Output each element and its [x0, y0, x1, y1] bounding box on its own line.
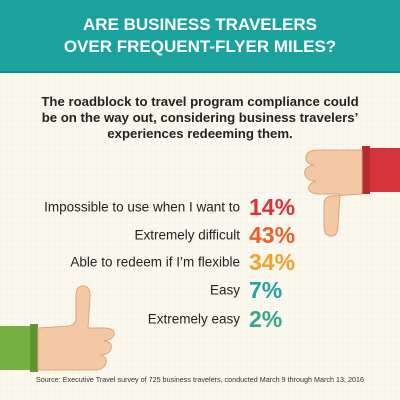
- thumbs-down-icon: [304, 146, 400, 237]
- item-label: Extremely difficult: [134, 228, 240, 243]
- item-percent: 2%: [249, 306, 282, 332]
- item-percent: 43%: [249, 222, 295, 248]
- item-percent: 7%: [249, 277, 282, 303]
- item-label: Impossible to use when I want to: [44, 200, 240, 215]
- thumbs-up-icon: [0, 285, 115, 372]
- header-band: [0, 0, 400, 72]
- item-label: Easy: [210, 283, 240, 298]
- subtitle-line: experiences redeeming them.: [107, 126, 292, 141]
- item-label: Able to redeem if I’m flexible: [70, 255, 240, 270]
- title-line: ARE BUSINESS TRAVELERS: [83, 15, 317, 34]
- title-line: OVER FREQUENT-FLYER MILES?: [64, 37, 336, 56]
- item-percent: 14%: [249, 194, 295, 220]
- item-label: Extremely easy: [148, 312, 241, 327]
- subtitle-line: be on the way out, considering business …: [42, 110, 359, 125]
- item-percent: 34%: [249, 249, 295, 275]
- source-note: Source: Executive Travel survey of 725 b…: [36, 375, 364, 384]
- subtitle-line: The roadblock to travel program complian…: [41, 94, 358, 109]
- items: Impossible to use when I want to 14% Extre…: [44, 194, 295, 332]
